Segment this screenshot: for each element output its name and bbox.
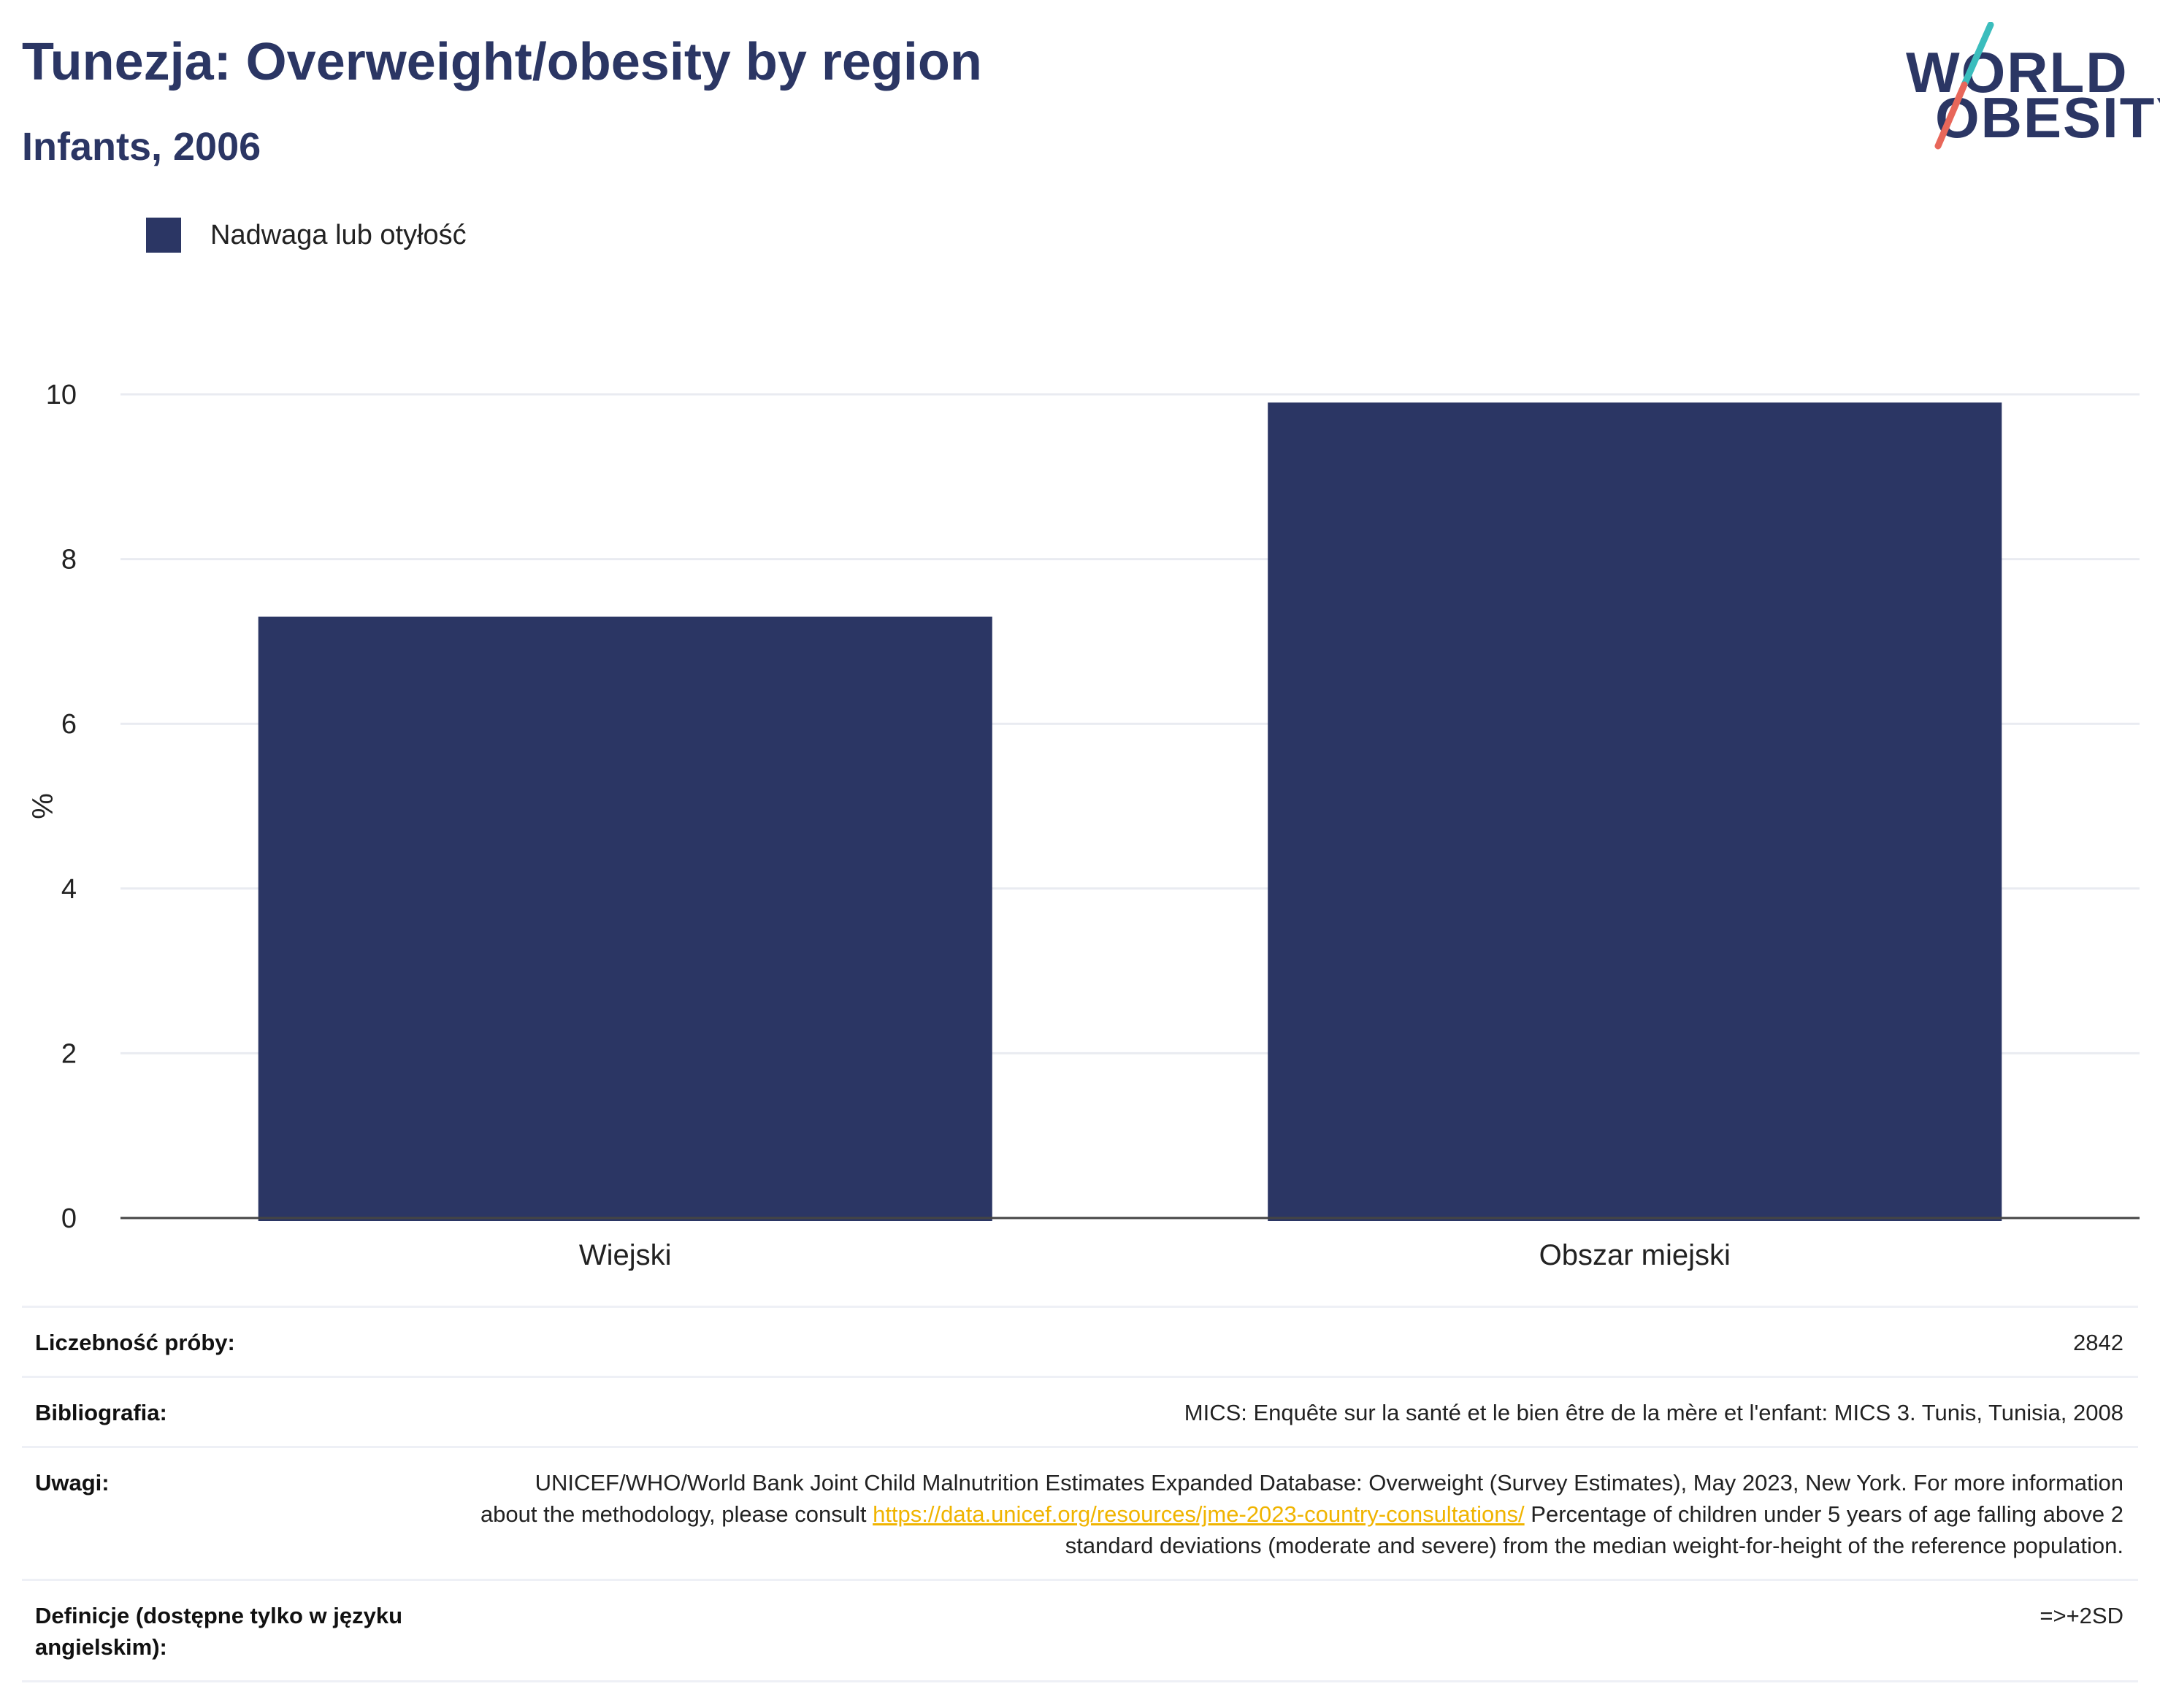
- y-tick-label: 4: [61, 874, 77, 905]
- y-tick-label: 2: [61, 1038, 77, 1069]
- y-tick-label: 6: [61, 709, 77, 740]
- logo-word-obesity: OBESITY: [1935, 85, 2160, 150]
- meta-value-bibliography: MICS: Enquête sur la santé et le bien êt…: [1184, 1400, 2123, 1425]
- meta-row-notes: Uwagi: UNICEF/WHO/World Bank Joint Child…: [22, 1446, 2138, 1579]
- y-tick-label: 8: [61, 545, 77, 575]
- meta-value-definitions: =>+2SD: [2040, 1603, 2123, 1628]
- legend-swatch: [146, 218, 181, 253]
- chart-title: Tunezja: Overweight/obesity by region: [22, 33, 982, 91]
- y-axis-label: %: [27, 793, 59, 819]
- meta-value-notes: UNICEF/WHO/World Bank Joint Child Malnut…: [473, 1467, 2123, 1561]
- methodology-link[interactable]: https://data.unicef.org/resources/jme-20…: [873, 1501, 1525, 1527]
- notes-text: UNICEF/WHO/World Bank Joint Child Malnut…: [480, 1470, 2123, 1527]
- meta-row-sample-size: Liczebność próby: 2842: [22, 1306, 2138, 1376]
- logo-slash-icon: [1934, 22, 1994, 150]
- legend: Nadwaga lub otyłość: [146, 217, 467, 253]
- x-tick-label: Obszar miejski: [1539, 1239, 1731, 1271]
- meta-row-bibliography: Bibliografia: MICS: Enquête sur la santé…: [22, 1376, 2138, 1446]
- bar: [258, 616, 992, 1221]
- chart-subtitle: Infants, 2006: [22, 125, 261, 169]
- meta-label-notes: Uwagi:: [35, 1470, 110, 1496]
- y-tick-label: 0: [61, 1203, 77, 1234]
- meta-row-definitions: Definicje (dostępne tylko w języku angie…: [22, 1579, 2138, 1682]
- bar-chart: 0 2 4 6 8 10% Wiejski Obszar miejski: [27, 380, 2140, 1271]
- meta-label-bibliography: Bibliografia:: [35, 1400, 167, 1425]
- logo-word-world: WORLD: [1906, 40, 2129, 104]
- meta-label-definitions: Definicje (dostępne tylko w języku angie…: [35, 1603, 403, 1660]
- meta-value-sample-size: 2842: [2073, 1330, 2123, 1355]
- x-tick-label: Wiejski: [579, 1239, 672, 1271]
- notes-definition-text: Percentage of children under 5 years of …: [1065, 1501, 2123, 1558]
- meta-label-sample-size: Liczebność próby:: [35, 1330, 235, 1355]
- legend-label: Nadwaga lub otyłość: [210, 219, 467, 250]
- world-obesity-logo: WORLD OBESITY: [1906, 22, 2160, 153]
- bar: [1268, 402, 2002, 1221]
- metadata-table: Liczebność próby: 2842 Bibliografia: MIC…: [22, 1306, 2138, 1682]
- y-tick-label: 10: [46, 380, 77, 410]
